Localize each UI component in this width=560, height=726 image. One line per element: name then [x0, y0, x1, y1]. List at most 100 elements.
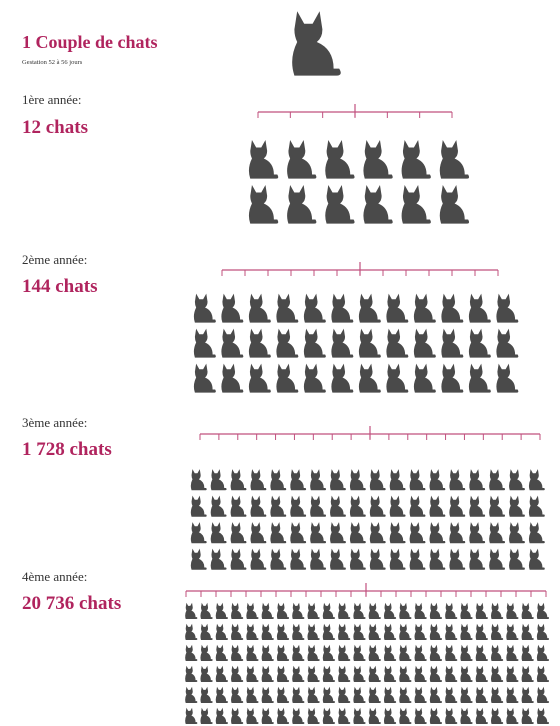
cat-icon: [277, 603, 289, 619]
cat-icon: [489, 549, 505, 570]
cat-icon: [449, 469, 465, 490]
cat-icon: [529, 496, 545, 517]
cat-icon: [221, 329, 243, 358]
cat-icon: [449, 522, 465, 543]
cat-icon: [307, 645, 319, 661]
cat-icon: [221, 294, 243, 323]
cat-icon: [430, 708, 442, 724]
cat-icon: [231, 496, 247, 517]
cat-icon: [469, 496, 485, 517]
cat-icon: [491, 624, 503, 640]
level-label: 3ème année:: [22, 415, 87, 430]
cat-icon: [415, 687, 427, 703]
cat-icon: [277, 708, 289, 724]
cat-icon: [353, 645, 365, 661]
cat-icon: [469, 469, 485, 490]
cat-icon: [292, 624, 304, 640]
cat-icon: [445, 687, 457, 703]
cat-icon: [185, 708, 197, 724]
cat-icon: [410, 522, 426, 543]
cat-icon: [359, 294, 381, 323]
cat-icon: [323, 708, 335, 724]
cat-icon: [185, 687, 197, 703]
cat-icon: [489, 469, 505, 490]
cat-icon: [231, 645, 243, 661]
cat-icon: [445, 666, 457, 682]
cat-icon: [399, 708, 411, 724]
cat-icon: [310, 469, 326, 490]
cat-icon: [429, 522, 445, 543]
cat-icon: [445, 603, 457, 619]
cat-icon: [350, 522, 366, 543]
cat-icon: [191, 469, 207, 490]
cat-icon: [445, 624, 457, 640]
cat-icon: [369, 666, 381, 682]
cat-icon: [221, 364, 243, 393]
cat-icon: [491, 687, 503, 703]
cat-icon: [441, 364, 463, 393]
cat-icon: [200, 708, 212, 724]
cat-icon: [399, 624, 411, 640]
cat-icon: [249, 329, 271, 358]
cat-icon: [310, 549, 326, 570]
cat-icon: [250, 496, 266, 517]
cat-icon: [216, 624, 228, 640]
cat-icon: [211, 549, 227, 570]
cat-icon: [304, 294, 326, 323]
cat-icon: [249, 185, 278, 224]
cat-icon: [460, 603, 472, 619]
cat-icon: [216, 645, 228, 661]
cat-icon: [330, 522, 346, 543]
cat-icon: [310, 522, 326, 543]
cat-icon: [386, 329, 408, 358]
cat-icon: [445, 645, 457, 661]
cat-icon: [231, 522, 247, 543]
level-label: 4ème année:: [22, 569, 87, 584]
cat-icon: [506, 645, 518, 661]
cat-icon: [323, 687, 335, 703]
cat-icon: [211, 469, 227, 490]
cat-icon: [292, 645, 304, 661]
subtitle: Gestation 52 à 56 jours: [22, 59, 83, 66]
cat-icon: [469, 329, 491, 358]
cat-icon: [231, 469, 247, 490]
cat-icon: [290, 522, 306, 543]
level-count: 12 chats: [22, 117, 88, 138]
cat-icon: [370, 549, 386, 570]
cat-icon: [415, 624, 427, 640]
cat-icon: [414, 329, 436, 358]
cat-icon: [384, 708, 396, 724]
cat-icon: [304, 364, 326, 393]
cat-icon: [277, 624, 289, 640]
cat-icon: [460, 624, 472, 640]
cat-icon: [331, 329, 353, 358]
cat-icon: [338, 666, 350, 682]
cat-icon: [338, 645, 350, 661]
cat-icon: [276, 329, 298, 358]
cat-icon: [277, 666, 289, 682]
cat-icon: [469, 549, 485, 570]
cat-icon: [390, 496, 406, 517]
cat-icon: [429, 496, 445, 517]
cat-icon: [506, 708, 518, 724]
cat-icon: [262, 666, 274, 682]
cat-icon: [522, 666, 534, 682]
cat-icon: [250, 522, 266, 543]
cat-icon: [292, 687, 304, 703]
cat-icon: [369, 645, 381, 661]
cat-icon: [469, 522, 485, 543]
cat-icon: [410, 469, 426, 490]
cat-icon: [250, 469, 266, 490]
cat-icon: [529, 522, 545, 543]
cat-icon: [415, 645, 427, 661]
cat-icon: [506, 624, 518, 640]
cat-icon: [399, 666, 411, 682]
cat-icon: [440, 185, 469, 224]
cat-icon: [246, 708, 258, 724]
cat-icon: [445, 708, 457, 724]
cat-icon: [370, 496, 386, 517]
cat-icon: [369, 624, 381, 640]
cat-icon: [307, 603, 319, 619]
cat-icon: [469, 364, 491, 393]
cat-icon: [415, 603, 427, 619]
